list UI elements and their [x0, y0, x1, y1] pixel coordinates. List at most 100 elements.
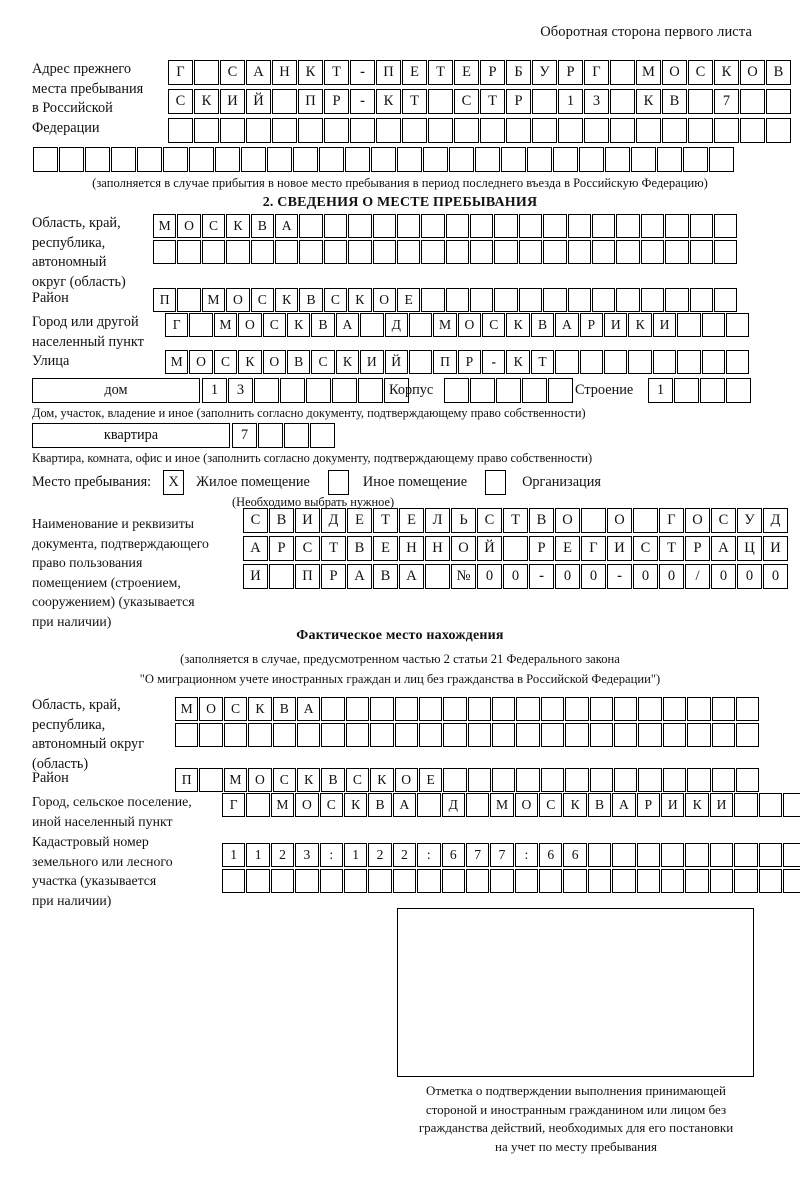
char-cell[interactable]: [628, 350, 652, 374]
char-cell[interactable]: А: [243, 536, 268, 561]
char-cell[interactable]: Р: [269, 536, 294, 561]
char-cell[interactable]: [445, 288, 470, 312]
char-cell[interactable]: [443, 697, 467, 721]
char-cell[interactable]: В: [269, 508, 294, 533]
char-cell[interactable]: П: [295, 564, 320, 589]
char-cell[interactable]: Г: [659, 508, 684, 533]
char-cell[interactable]: [652, 350, 677, 374]
char-cell[interactable]: [470, 214, 494, 238]
char-cell[interactable]: О: [607, 508, 632, 533]
char-cell[interactable]: [310, 423, 335, 448]
char-cell[interactable]: [758, 843, 782, 867]
char-cell[interactable]: [137, 147, 162, 172]
char-cell[interactable]: Т: [428, 60, 453, 85]
char-cell[interactable]: В: [272, 697, 296, 721]
char-cell[interactable]: [376, 118, 401, 143]
char-cell[interactable]: [270, 869, 295, 893]
char-cell[interactable]: М: [153, 214, 177, 238]
char-cell[interactable]: 1: [343, 843, 368, 867]
char-cell[interactable]: [685, 843, 709, 867]
char-cell[interactable]: [296, 723, 321, 747]
char-cell[interactable]: [445, 214, 470, 238]
char-cell[interactable]: [592, 214, 616, 238]
char-cell[interactable]: [713, 288, 738, 312]
char-cell[interactable]: [222, 869, 246, 893]
char-cell[interactable]: [494, 214, 518, 238]
char-cell[interactable]: [323, 240, 348, 264]
char-cell[interactable]: О: [262, 350, 286, 374]
char-cell[interactable]: О: [199, 697, 223, 721]
char-cell[interactable]: Р: [480, 60, 505, 85]
char-cell[interactable]: 3: [295, 843, 319, 867]
char-cell[interactable]: К: [296, 768, 321, 792]
char-cell[interactable]: [392, 869, 417, 893]
char-cell[interactable]: :: [417, 843, 441, 867]
char-cell[interactable]: [345, 723, 370, 747]
char-cell[interactable]: [592, 240, 616, 264]
char-cell[interactable]: [579, 350, 604, 374]
char-cell[interactable]: Р: [529, 536, 554, 561]
char-cell[interactable]: О: [740, 60, 765, 85]
char-cell[interactable]: Е: [396, 288, 421, 312]
char-cell[interactable]: Й: [246, 89, 271, 114]
char-cell[interactable]: [189, 313, 213, 337]
char-cell[interactable]: [532, 118, 557, 143]
char-cell[interactable]: [417, 793, 441, 817]
char-cell[interactable]: [565, 723, 589, 747]
char-cell[interactable]: [332, 378, 357, 403]
char-cell[interactable]: С: [688, 60, 713, 85]
char-cell[interactable]: [711, 723, 735, 747]
char-cell[interactable]: О: [226, 288, 250, 312]
char-cell[interactable]: [272, 723, 296, 747]
char-cell[interactable]: [194, 118, 219, 143]
char-cell[interactable]: Е: [555, 536, 580, 561]
char-cell[interactable]: [516, 768, 540, 792]
char-cell[interactable]: [665, 240, 689, 264]
char-cell[interactable]: Б: [506, 60, 531, 85]
char-cell[interactable]: [532, 89, 557, 114]
char-cell[interactable]: И: [243, 564, 268, 589]
char-cell[interactable]: П: [376, 60, 401, 85]
char-cell[interactable]: -: [350, 60, 375, 85]
char-cell[interactable]: К: [248, 697, 272, 721]
char-cell[interactable]: [640, 288, 665, 312]
char-cell[interactable]: [518, 214, 543, 238]
char-cell[interactable]: [665, 288, 689, 312]
char-cell[interactable]: Г: [584, 60, 609, 85]
char-cell[interactable]: В: [347, 536, 372, 561]
char-cell[interactable]: 1: [202, 378, 227, 403]
char-cell[interactable]: Т: [659, 536, 684, 561]
char-cell[interactable]: В: [368, 793, 392, 817]
char-cell[interactable]: К: [376, 89, 401, 114]
char-cell[interactable]: [584, 118, 609, 143]
char-cell[interactable]: 7: [232, 423, 257, 448]
char-cell[interactable]: [735, 723, 760, 747]
char-cell[interactable]: [246, 118, 271, 143]
char-cell[interactable]: [616, 214, 640, 238]
char-cell[interactable]: [631, 147, 656, 172]
char-cell[interactable]: 2: [392, 843, 417, 867]
char-cell[interactable]: [163, 147, 188, 172]
char-cell[interactable]: [700, 378, 725, 403]
char-cell[interactable]: М: [636, 60, 661, 85]
char-cell[interactable]: [734, 869, 758, 893]
char-cell[interactable]: 1: [648, 378, 673, 403]
char-cell[interactable]: Е: [454, 60, 479, 85]
char-cell[interactable]: 1: [246, 843, 270, 867]
char-cell[interactable]: [480, 118, 505, 143]
char-cell[interactable]: [579, 147, 604, 172]
char-cell[interactable]: Р: [558, 60, 583, 85]
char-cell[interactable]: [293, 147, 318, 172]
char-cell[interactable]: [418, 697, 443, 721]
char-cell[interactable]: [640, 240, 665, 264]
char-cell[interactable]: К: [298, 60, 323, 85]
char-cell[interactable]: [220, 118, 245, 143]
char-cell[interactable]: [766, 89, 791, 114]
char-cell[interactable]: [734, 843, 758, 867]
char-cell[interactable]: [610, 60, 635, 85]
